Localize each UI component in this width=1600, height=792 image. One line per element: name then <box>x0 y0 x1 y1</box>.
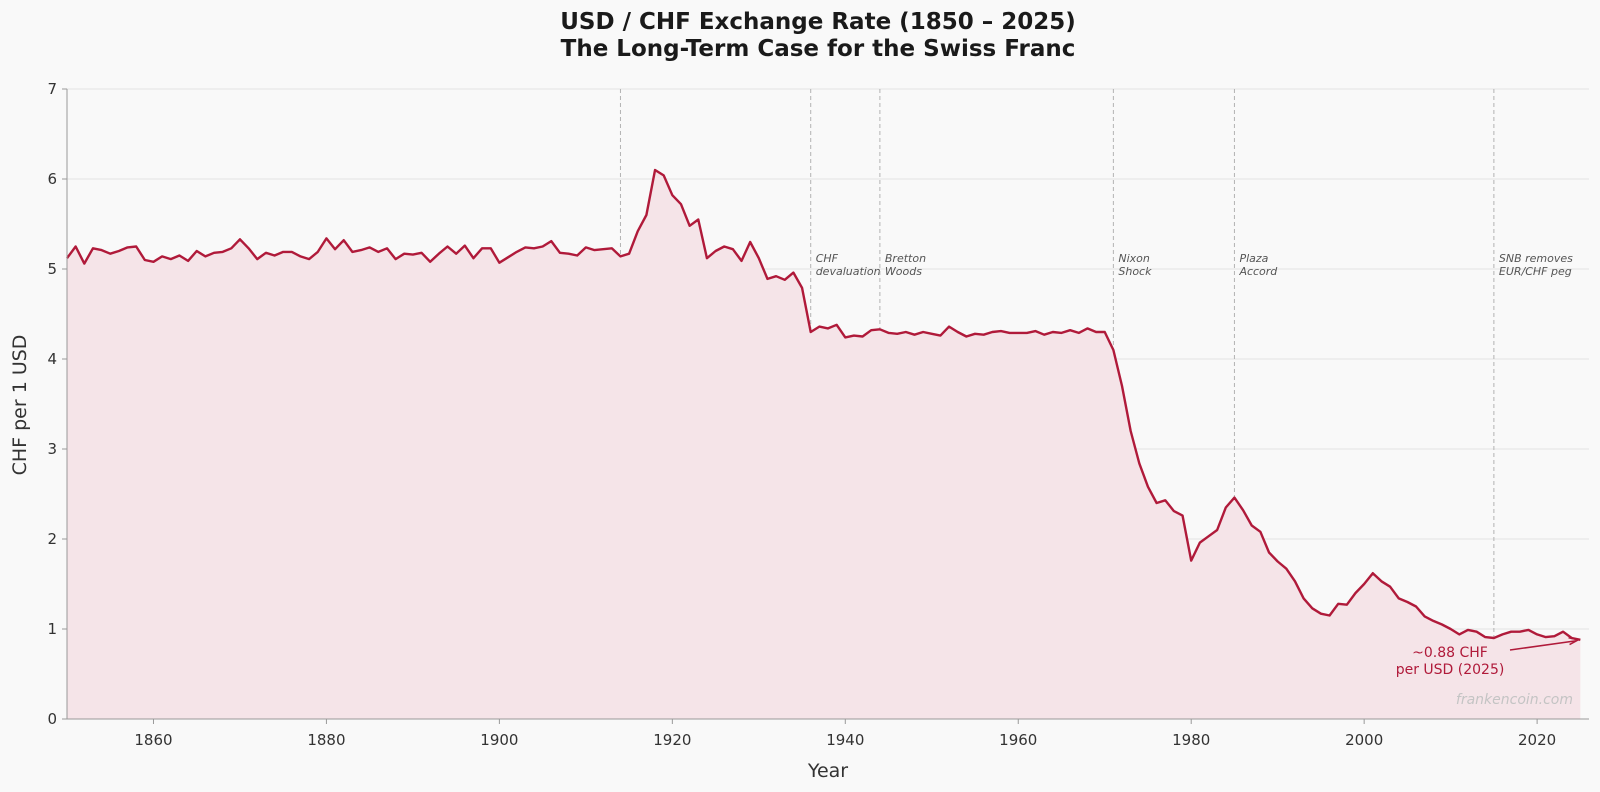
y-tick-label: 5 <box>47 260 57 278</box>
event-label: Woods <box>885 265 922 278</box>
chart-title-line1: USD / CHF Exchange Rate (1850 – 2025) <box>560 9 1076 35</box>
event-label: Plaza <box>1239 252 1268 265</box>
x-tick-label: 1900 <box>480 731 518 749</box>
y-tick-label: 4 <box>47 350 57 368</box>
x-tick-label: 1940 <box>826 731 864 749</box>
y-axis-label: CHF per 1 USD <box>9 335 31 476</box>
event-label: Bretton <box>885 252 926 265</box>
x-tick-label: 2020 <box>1518 731 1556 749</box>
x-tick-label: 1860 <box>134 731 172 749</box>
y-tick-label: 1 <box>47 620 57 638</box>
chart-title-line2: The Long-Term Case for the Swiss Franc <box>561 36 1076 62</box>
event-label: Accord <box>1238 265 1278 278</box>
y-tick-label: 7 <box>47 80 57 98</box>
axes: 0 1 2 3 4 5 6 7 1860 1880 1900 1920 1940 1960 1980 2000… <box>47 80 1589 749</box>
event-label: SNB removes <box>1499 252 1573 265</box>
event-label: Nixon <box>1118 252 1150 265</box>
x-axis-label: Year <box>807 760 848 782</box>
x-tick-label: 1920 <box>653 731 691 749</box>
y-tick-label: 0 <box>47 710 57 728</box>
annotation-text: ~0.88 CHF <box>1412 645 1488 661</box>
event-label: EUR/CHF peg <box>1499 265 1572 278</box>
x-tick-label: 2000 <box>1345 731 1383 749</box>
watermark: frankencoin.com <box>1456 692 1573 708</box>
annotation-text: per USD (2025) <box>1396 662 1505 678</box>
annotation-arrowhead <box>1568 637 1581 646</box>
plot-area <box>66 168 1581 719</box>
x-tick-label: 1960 <box>999 731 1037 749</box>
series-line <box>66 168 1581 641</box>
x-tick-label: 1880 <box>307 731 345 749</box>
y-tick-label: 3 <box>47 440 57 458</box>
event-label: devaluation <box>816 265 881 278</box>
annotation-arrow <box>1509 640 1577 651</box>
y-tick-label: 2 <box>47 530 57 548</box>
y-tick-label: 6 <box>47 170 57 188</box>
event-label: CHF <box>816 252 839 265</box>
series-area <box>67 170 1581 719</box>
event-label: Shock <box>1118 265 1152 278</box>
x-tick-label: 1980 <box>1172 731 1210 749</box>
